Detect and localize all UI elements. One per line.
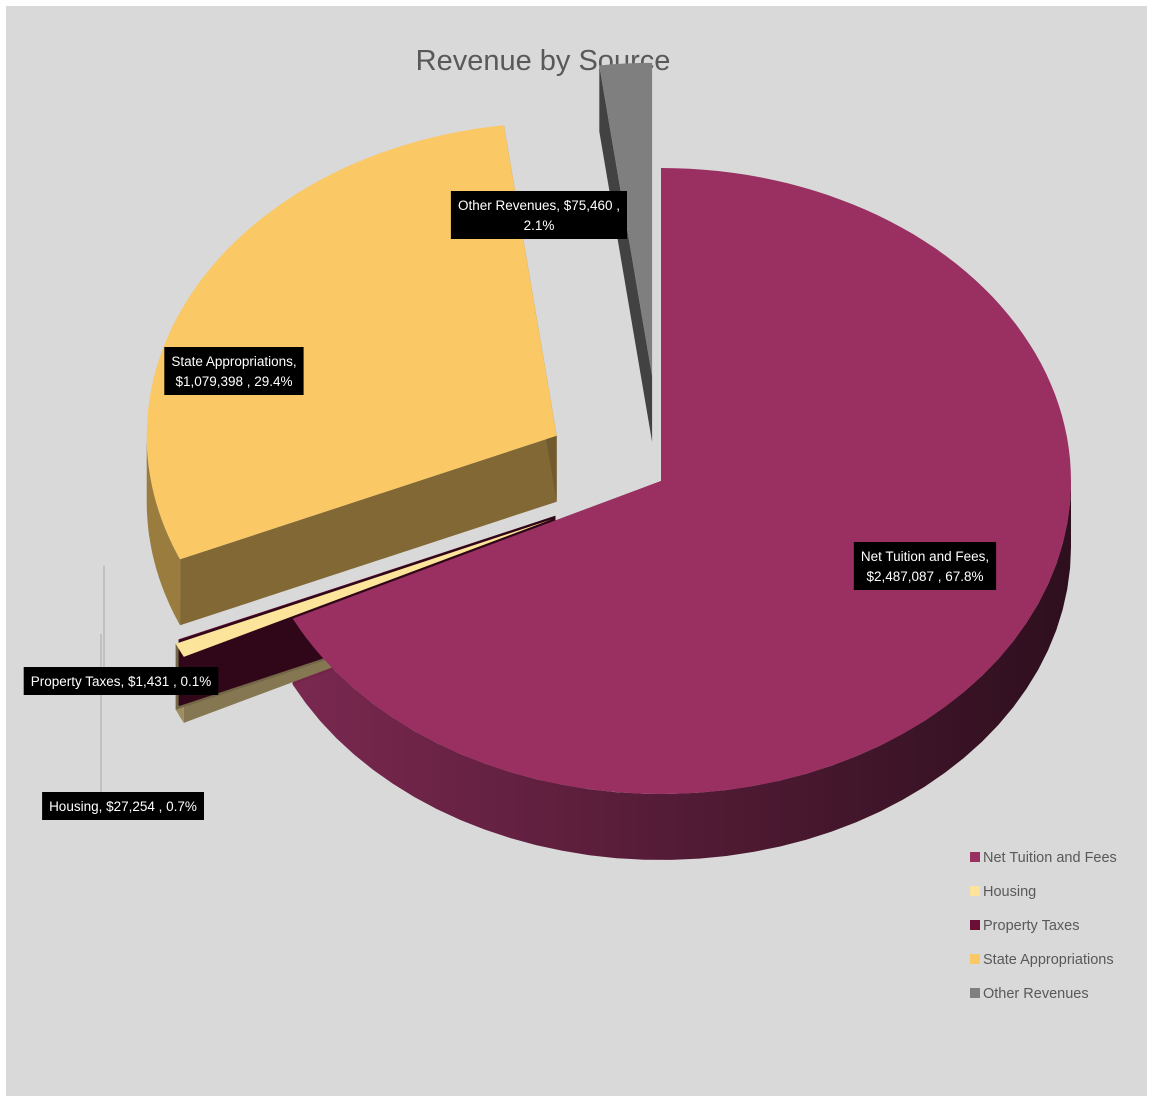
chart-svg: Revenue by Source Net Tuition and Fees,$… [23,45,1117,1002]
data-label-text: Property Taxes, $1,431 , 0.1% [31,674,212,689]
data-label-text: 2.1% [524,218,555,233]
data-label-housing: Housing, $27,254 , 0.7% [42,792,204,820]
pie-side-state-appropriations[interactable] [146,435,181,626]
legend-label: Housing [983,884,1036,900]
legend-label: Property Taxes [983,918,1079,934]
pie-slice-net-tuition-and-fees[interactable] [292,168,1071,794]
legend-swatch [970,954,980,964]
data-label-state-appropriations: State Appropriations, $1,079,398 , 29.4% [164,347,304,395]
legend-swatch [970,886,980,896]
data-label-box [42,792,204,820]
legend-item-housing[interactable]: Housing [970,884,1036,900]
data-label-box [164,347,304,395]
data-label-net-tuition-and-fees: Net Tuition and Fees, $2,487,087 , 67.8% [853,542,997,590]
data-label-text: State Appropriations, [171,354,296,369]
pie-slice-housing[interactable] [175,519,552,657]
data-label-text: Other Revenues, $75,460 , [458,198,620,213]
legend-swatch [970,920,980,930]
data-label-text: Net Tuition and Fees, [861,549,989,564]
legend-swatch [970,988,980,998]
pie-cut-face-other-revenues[interactable] [599,65,653,442]
data-label-box [23,667,219,695]
legend-item-other-revenues[interactable]: Other Revenues [970,986,1089,1002]
pie-cut-face-state-appropriations[interactable] [180,435,557,626]
data-labels: Net Tuition and Fees, $2,487,087 , 67.8% H… [23,191,997,820]
data-label-text: $2,487,087 , 67.8% [866,569,983,584]
legend[interactable]: Net Tuition and Fees Housing Property Taxe… [970,850,1117,1002]
leader-lines [100,566,105,792]
pie-slice-property-taxes[interactable] [178,515,556,641]
data-label-text: $1,079,398 , 29.4% [175,374,292,389]
data-label-box [853,542,997,590]
legend-item-state-appropriations[interactable]: State Appropriations [970,952,1114,968]
pie-side-net-tuition-and-fees[interactable] [292,481,1071,860]
legend-swatch [970,852,980,862]
data-label-property-taxes: Property Taxes, $1,431 , 0.1% [23,667,219,695]
data-label-other-revenues: Other Revenues, $75,460 , 2.1% [450,191,627,239]
pie-layer [146,62,1071,860]
data-label-box [450,191,627,239]
legend-item-property-taxes[interactable]: Property Taxes [970,918,1079,934]
legend-item-net-tuition-and-fees[interactable]: Net Tuition and Fees [970,850,1117,866]
legend-label: Other Revenues [983,986,1089,1002]
chart-frame: Revenue by Source Net Tuition and Fees, $… [6,6,1147,1096]
legend-label: Net Tuition and Fees [983,850,1117,866]
legend-label: State Appropriations [983,952,1114,968]
data-label-text: Housing, $27,254 , 0.7% [49,799,197,814]
